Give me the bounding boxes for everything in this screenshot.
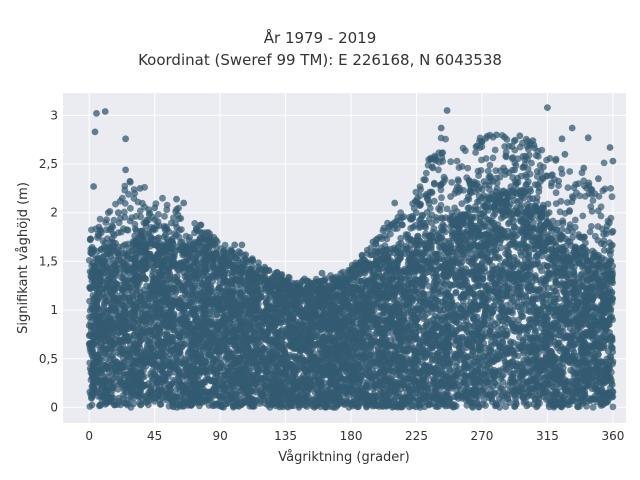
data-point — [589, 403, 597, 411]
data-point — [609, 403, 617, 411]
chart-title-line-2: Koordinat (Sweref 99 TM): E 226168, N 60… — [138, 51, 502, 69]
data-point — [432, 402, 439, 410]
chart-title-line-1: År 1979 - 2019 — [263, 29, 377, 47]
data-point — [117, 401, 124, 409]
data-point — [502, 403, 510, 410]
data-points — [85, 104, 617, 411]
data-point — [157, 400, 165, 408]
data-point — [510, 352, 518, 359]
data-point — [499, 397, 506, 405]
data-point — [86, 403, 94, 410]
data-point — [492, 402, 500, 409]
